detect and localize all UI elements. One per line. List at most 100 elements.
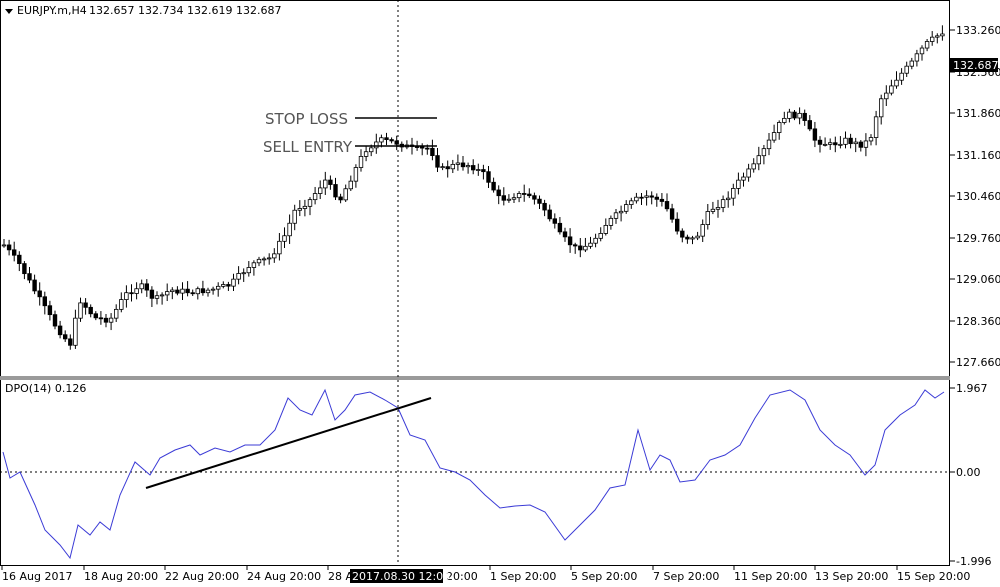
candle-body <box>455 162 461 165</box>
candle-body <box>460 162 466 168</box>
candle-body <box>659 198 665 202</box>
candle-body <box>266 257 272 260</box>
candle-body <box>164 291 170 296</box>
candle-body <box>567 236 573 246</box>
candle-body <box>440 166 445 169</box>
candle-body <box>124 292 129 300</box>
candle-body <box>149 289 155 299</box>
candle-body <box>83 302 88 308</box>
crosshair-time-tag <box>350 569 443 583</box>
candle-body <box>532 195 537 200</box>
candle-body <box>552 218 557 224</box>
candle-body <box>858 141 863 148</box>
candle-body <box>419 146 425 149</box>
candle-body <box>175 289 180 294</box>
candle-body <box>261 258 267 261</box>
time-label: 22 Aug 20:00 <box>165 570 239 583</box>
candle-body <box>639 196 644 199</box>
candle-body <box>282 235 287 242</box>
candle-body <box>358 155 364 168</box>
candle-body <box>333 184 338 198</box>
candle-body <box>103 317 109 323</box>
candle-body <box>251 262 257 268</box>
candle-body <box>144 283 149 291</box>
candle-body <box>195 288 200 295</box>
candle-body <box>731 188 736 199</box>
candle-body <box>470 165 476 171</box>
indicator-label: DPO(14) 0.126 <box>5 382 86 395</box>
candle-body <box>368 147 374 153</box>
candle-body <box>180 288 185 294</box>
triangle-down-icon[interactable] <box>5 9 13 14</box>
candle-body <box>241 272 246 275</box>
indicator-axis-label: -1.996 <box>956 555 991 568</box>
candle-body <box>190 292 195 295</box>
price-label: 129.760 <box>956 232 1000 245</box>
time-label: 28 A <box>328 570 353 583</box>
candle-body <box>894 79 899 87</box>
candle-body <box>384 137 389 140</box>
candle-body <box>838 143 843 146</box>
candle-body <box>807 120 812 130</box>
candle-body <box>159 294 165 297</box>
candle-body <box>363 151 369 157</box>
candle-body <box>511 197 517 200</box>
candle-body <box>231 278 236 287</box>
candle-body <box>256 258 262 264</box>
candle-body <box>52 314 58 327</box>
candle-body <box>465 165 471 168</box>
candle-body <box>22 263 27 275</box>
candle-body <box>527 193 532 197</box>
candle-body <box>32 279 37 292</box>
candle-body <box>200 288 206 294</box>
time-axis[interactable]: 16 Aug 2017 18 Aug 20:00 22 Aug 20:00 24… <box>1 566 970 583</box>
candle-body <box>588 242 593 247</box>
price-label: 127.660 <box>956 356 1000 369</box>
candle-body <box>889 85 894 94</box>
candle-body <box>379 137 384 143</box>
candle-body <box>914 53 920 62</box>
candle-body <box>205 289 211 294</box>
candle-body <box>817 139 823 145</box>
candle-body <box>547 209 552 220</box>
candle-body <box>802 112 807 121</box>
time-label: 18 Aug 20:00 <box>84 570 158 583</box>
candle-body <box>608 217 614 226</box>
time-label: 13 Sep 20:00 <box>815 570 888 583</box>
candle-body <box>583 245 588 251</box>
stop-loss-label: STOP LOSS <box>265 110 348 128</box>
candle-body <box>634 196 639 202</box>
candle-body <box>782 117 787 123</box>
panel-separator[interactable] <box>0 376 950 380</box>
candle-body <box>312 193 318 201</box>
candle-body <box>700 224 705 237</box>
candle-body <box>445 166 450 170</box>
candle-body <box>598 233 603 239</box>
candle-body <box>537 198 542 204</box>
candle-body <box>389 139 394 142</box>
candle-body <box>317 187 323 194</box>
candle-body <box>751 163 756 170</box>
candle-body <box>37 290 42 298</box>
dpo-trendline[interactable] <box>145 397 432 489</box>
candle-body <box>771 132 777 141</box>
candle-body <box>246 267 251 274</box>
price-label: 133.260 <box>956 24 1000 37</box>
candle-body <box>873 116 879 138</box>
candle-body <box>63 334 68 340</box>
candle-body <box>715 207 721 210</box>
candle-body <box>338 196 343 201</box>
candle-body <box>476 169 481 171</box>
candle-body <box>618 210 624 214</box>
candle-body <box>210 288 216 291</box>
time-label: 20:00 <box>446 570 478 583</box>
candle-body <box>720 199 726 208</box>
candle-body <box>940 33 945 37</box>
candle-body <box>675 218 680 232</box>
candle-body <box>669 208 675 220</box>
candle-body <box>17 254 22 264</box>
price-axis[interactable]: 133.260 132.560 131.860 131.160 130.460 … <box>950 24 1000 369</box>
price-label: 128.360 <box>956 315 1000 328</box>
time-label: 24 Aug 20:00 <box>247 570 321 583</box>
